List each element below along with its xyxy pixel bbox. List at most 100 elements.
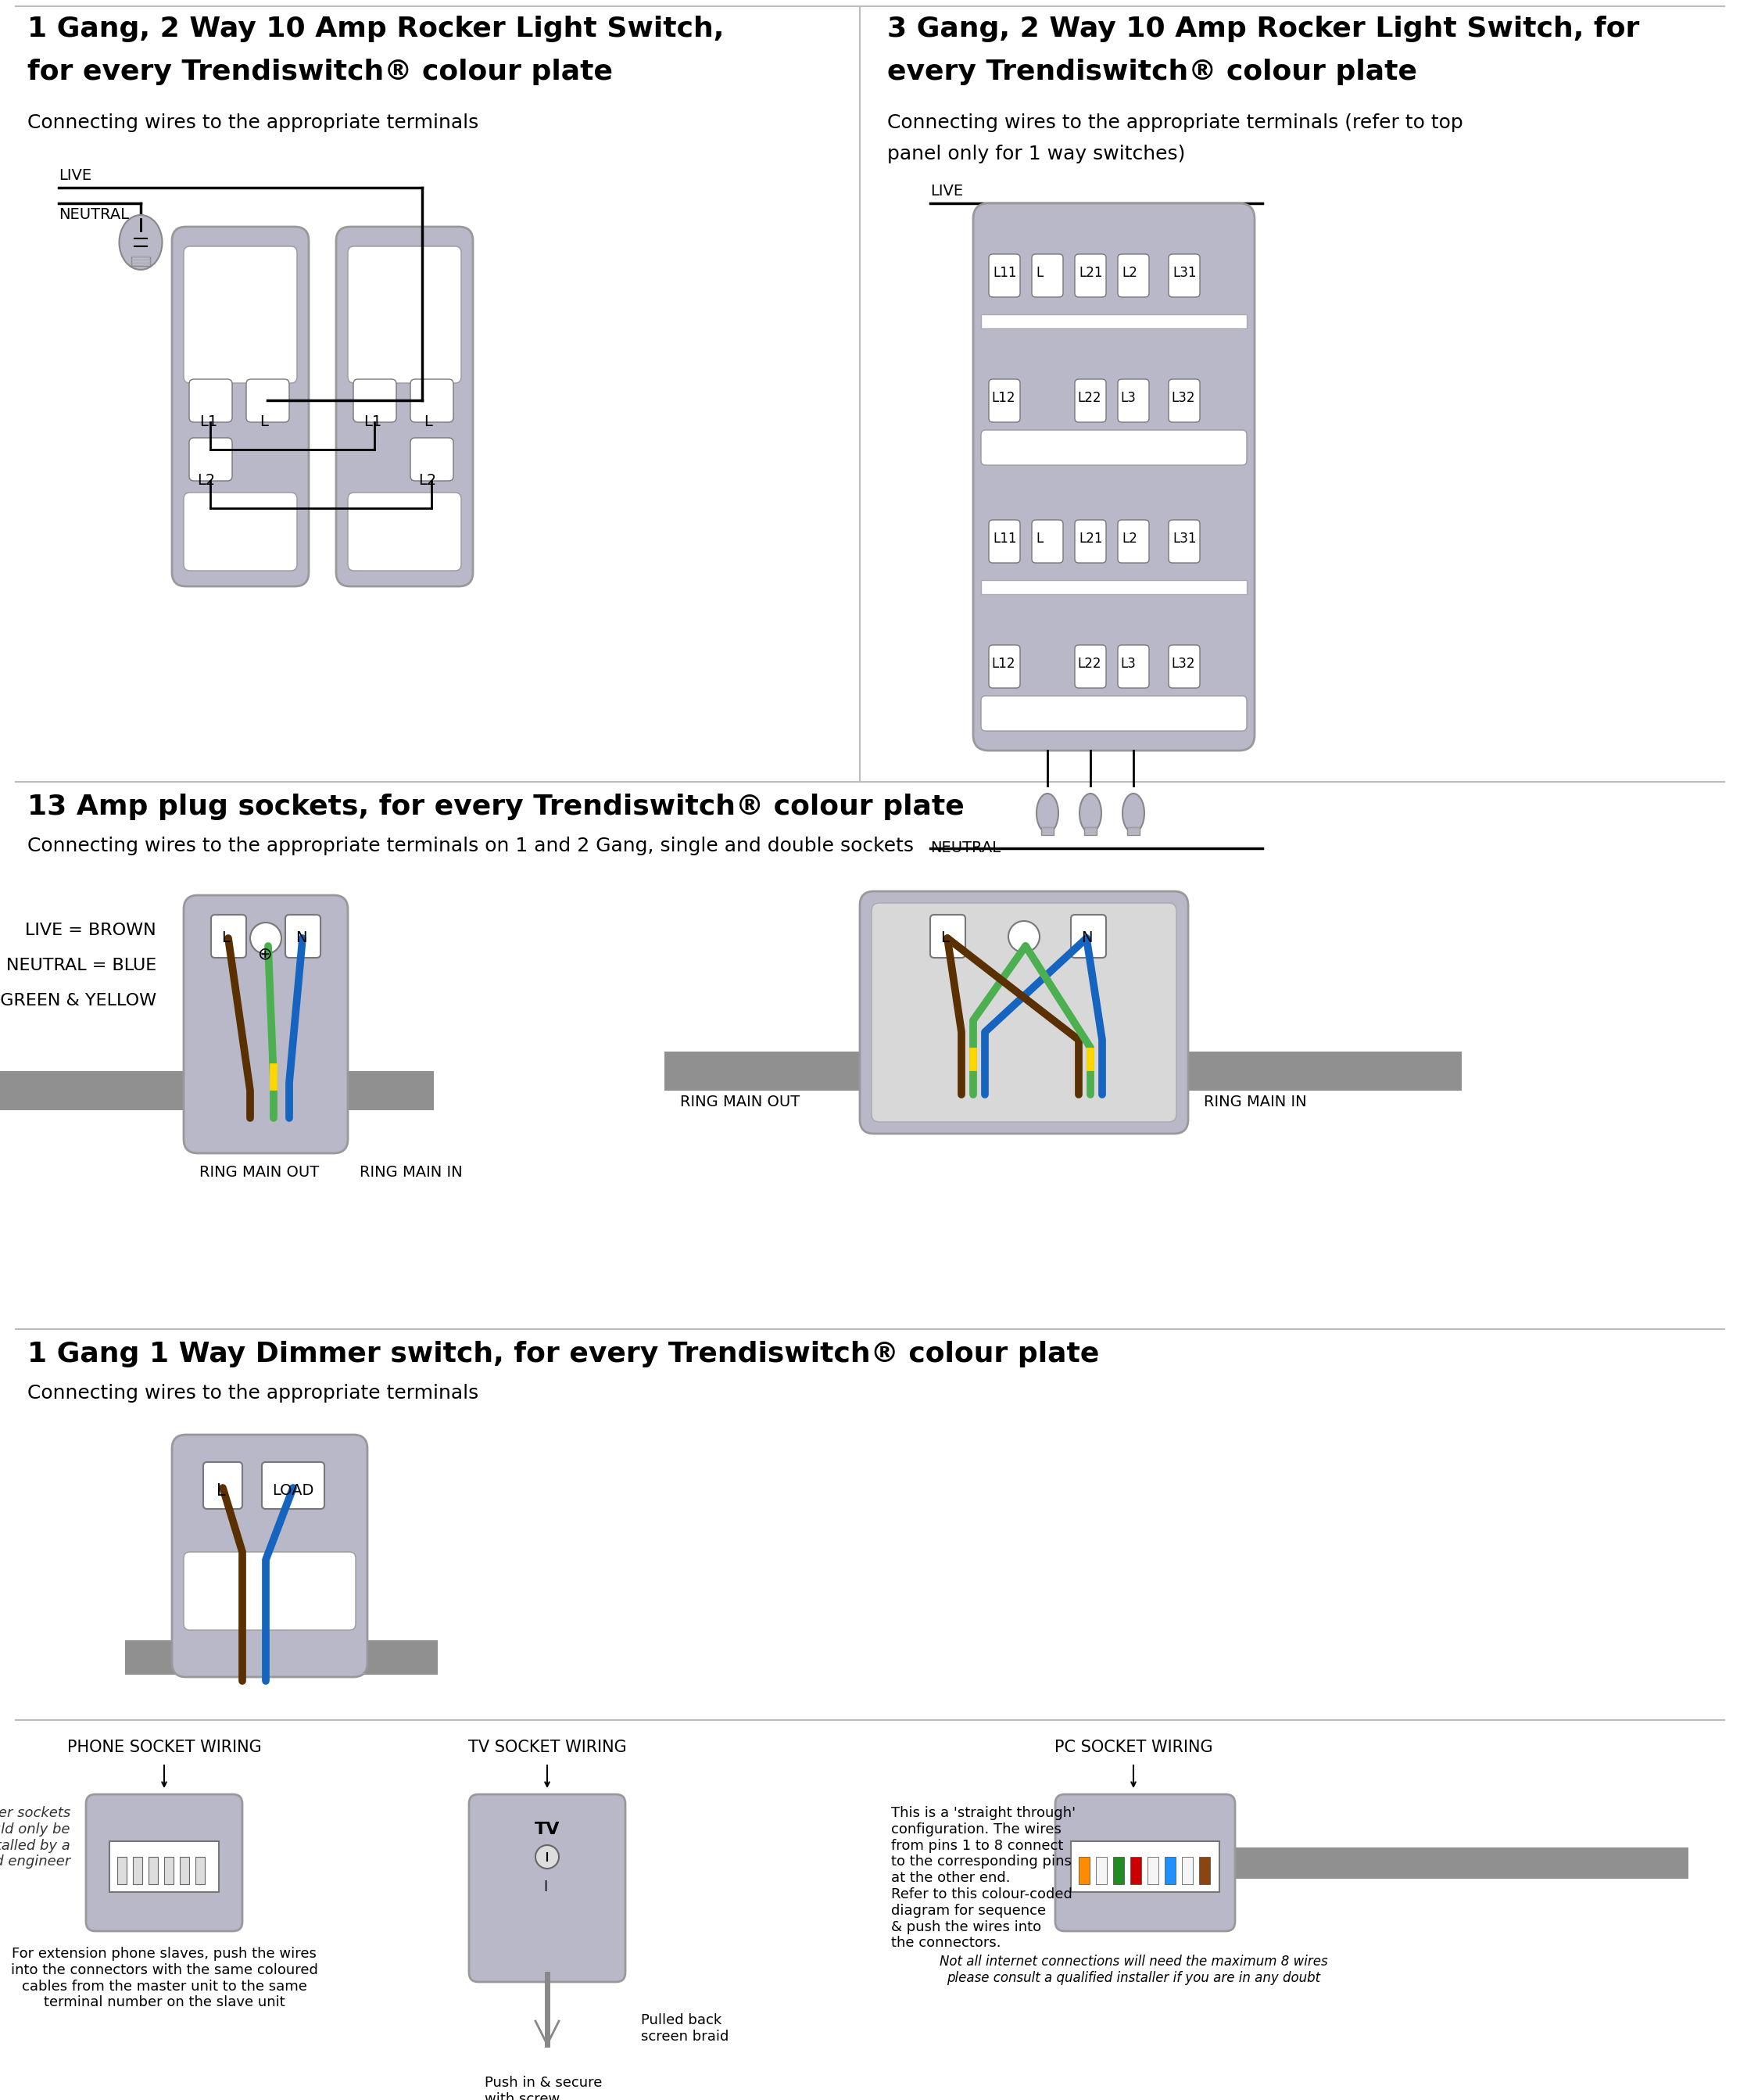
Text: Pulled back
screen braid: Pulled back screen braid bbox=[640, 2014, 729, 2043]
Text: 1 Gang, 2 Way 10 Amp Rocker Light Switch,: 1 Gang, 2 Way 10 Amp Rocker Light Switch… bbox=[28, 15, 724, 42]
Text: L2: L2 bbox=[197, 472, 216, 487]
FancyBboxPatch shape bbox=[1075, 380, 1107, 422]
FancyBboxPatch shape bbox=[988, 521, 1020, 563]
Bar bbox=[117, 1856, 127, 1884]
FancyBboxPatch shape bbox=[1032, 521, 1063, 563]
Bar bbox=[195, 1856, 205, 1884]
Text: Push in & secure
with screw: Push in & secure with screw bbox=[485, 2075, 602, 2100]
Bar bbox=[665, 1052, 1462, 1090]
Text: L11: L11 bbox=[994, 531, 1016, 546]
Text: N: N bbox=[1081, 930, 1093, 945]
Text: RING MAIN IN: RING MAIN IN bbox=[1204, 1094, 1307, 1109]
Text: Connecting wires to the appropriate terminals: Connecting wires to the appropriate term… bbox=[28, 1384, 478, 1403]
Text: L21: L21 bbox=[1079, 267, 1103, 279]
FancyBboxPatch shape bbox=[184, 1552, 355, 1630]
Ellipse shape bbox=[1037, 794, 1058, 834]
Ellipse shape bbox=[1122, 794, 1145, 834]
Bar bbox=[0, 1071, 433, 1111]
FancyBboxPatch shape bbox=[1054, 1793, 1235, 1932]
Text: LIVE: LIVE bbox=[59, 168, 92, 183]
Text: EARTH = GREEN & YELLOW: EARTH = GREEN & YELLOW bbox=[0, 993, 157, 1008]
FancyBboxPatch shape bbox=[1117, 521, 1148, 563]
Text: TV SOCKET WIRING: TV SOCKET WIRING bbox=[468, 1739, 626, 1756]
FancyBboxPatch shape bbox=[973, 204, 1255, 750]
Ellipse shape bbox=[1009, 922, 1039, 951]
Text: L12: L12 bbox=[992, 657, 1014, 670]
Text: L: L bbox=[1035, 267, 1042, 279]
Text: This is a 'straight through'
configuration. The wires
from pins 1 to 8 connect
t: This is a 'straight through' configurati… bbox=[891, 1806, 1075, 1951]
Text: NEUTRAL: NEUTRAL bbox=[931, 840, 1000, 855]
Text: RING MAIN OUT: RING MAIN OUT bbox=[200, 1166, 318, 1180]
Text: l: l bbox=[543, 1880, 548, 1894]
Text: RING MAIN IN: RING MAIN IN bbox=[360, 1166, 463, 1180]
Text: PC SOCKET WIRING: PC SOCKET WIRING bbox=[1054, 1739, 1213, 1756]
Bar bbox=[1114, 1856, 1124, 1884]
Bar bbox=[1199, 1856, 1209, 1884]
Text: L32: L32 bbox=[1171, 657, 1195, 670]
Text: TV: TV bbox=[534, 1821, 560, 1838]
Bar bbox=[132, 1856, 143, 1884]
Bar bbox=[1070, 1842, 1220, 1892]
FancyBboxPatch shape bbox=[184, 895, 348, 1153]
FancyBboxPatch shape bbox=[204, 1462, 242, 1510]
Text: N: N bbox=[296, 930, 306, 945]
Bar bbox=[1084, 827, 1096, 836]
FancyBboxPatch shape bbox=[261, 1462, 324, 1510]
Bar bbox=[125, 1640, 438, 1674]
Text: NEUTRAL = BLUE: NEUTRAL = BLUE bbox=[5, 958, 157, 974]
Text: L1: L1 bbox=[200, 414, 218, 428]
Text: panel only for 1 way switches): panel only for 1 way switches) bbox=[887, 145, 1185, 164]
Text: L: L bbox=[259, 414, 268, 428]
Bar bbox=[1147, 1856, 1159, 1884]
FancyBboxPatch shape bbox=[988, 645, 1020, 689]
Text: L: L bbox=[221, 930, 230, 945]
Bar bbox=[1235, 1848, 1688, 1879]
Text: Master sockets
should only be
installed by a
qualified engineer: Master sockets should only be installed … bbox=[0, 1806, 70, 1869]
Text: L1: L1 bbox=[364, 414, 381, 428]
FancyBboxPatch shape bbox=[190, 437, 231, 481]
FancyBboxPatch shape bbox=[184, 246, 298, 382]
FancyBboxPatch shape bbox=[336, 227, 473, 586]
Bar bbox=[981, 580, 1248, 594]
FancyBboxPatch shape bbox=[285, 916, 320, 958]
Text: L31: L31 bbox=[1173, 531, 1197, 546]
FancyBboxPatch shape bbox=[353, 380, 397, 422]
Text: L2: L2 bbox=[418, 472, 437, 487]
FancyBboxPatch shape bbox=[411, 437, 454, 481]
Text: L: L bbox=[216, 1483, 226, 1499]
Ellipse shape bbox=[251, 922, 282, 953]
Text: PHONE SOCKET WIRING: PHONE SOCKET WIRING bbox=[66, 1739, 261, 1756]
Text: LIVE: LIVE bbox=[931, 183, 964, 200]
Text: L2: L2 bbox=[1122, 267, 1138, 279]
Ellipse shape bbox=[536, 1846, 559, 1869]
FancyBboxPatch shape bbox=[85, 1793, 242, 1932]
Bar bbox=[179, 1856, 190, 1884]
FancyBboxPatch shape bbox=[988, 380, 1020, 422]
FancyBboxPatch shape bbox=[184, 493, 298, 571]
FancyBboxPatch shape bbox=[1075, 521, 1107, 563]
FancyBboxPatch shape bbox=[247, 380, 289, 422]
Bar bbox=[1079, 1856, 1089, 1884]
Text: L32: L32 bbox=[1171, 391, 1195, 405]
FancyBboxPatch shape bbox=[411, 380, 454, 422]
FancyBboxPatch shape bbox=[1075, 254, 1107, 296]
Text: NEUTRAL: NEUTRAL bbox=[59, 208, 129, 223]
FancyBboxPatch shape bbox=[172, 1434, 367, 1678]
Text: For extension phone slaves, push the wires
into the connectors with the same col: For extension phone slaves, push the wir… bbox=[10, 1947, 318, 2010]
FancyBboxPatch shape bbox=[981, 695, 1248, 731]
Bar bbox=[1164, 1856, 1176, 1884]
Text: L22: L22 bbox=[1077, 657, 1101, 670]
Text: Connecting wires to the appropriate terminals on 1 and 2 Gang, single and double: Connecting wires to the appropriate term… bbox=[28, 836, 914, 855]
Text: L31: L31 bbox=[1173, 267, 1197, 279]
Bar bbox=[1096, 1856, 1107, 1884]
Bar bbox=[1041, 827, 1054, 836]
Bar bbox=[148, 1856, 158, 1884]
Bar bbox=[110, 1842, 219, 1892]
Text: every Trendiswitch® colour plate: every Trendiswitch® colour plate bbox=[887, 59, 1416, 86]
FancyBboxPatch shape bbox=[1117, 254, 1148, 296]
Text: 1 Gang 1 Way Dimmer switch, for every Trendiswitch® colour plate: 1 Gang 1 Way Dimmer switch, for every Tr… bbox=[28, 1340, 1100, 1367]
Bar bbox=[1131, 1856, 1141, 1884]
Text: L22: L22 bbox=[1077, 391, 1101, 405]
Ellipse shape bbox=[120, 214, 162, 269]
Bar bbox=[1128, 827, 1140, 836]
